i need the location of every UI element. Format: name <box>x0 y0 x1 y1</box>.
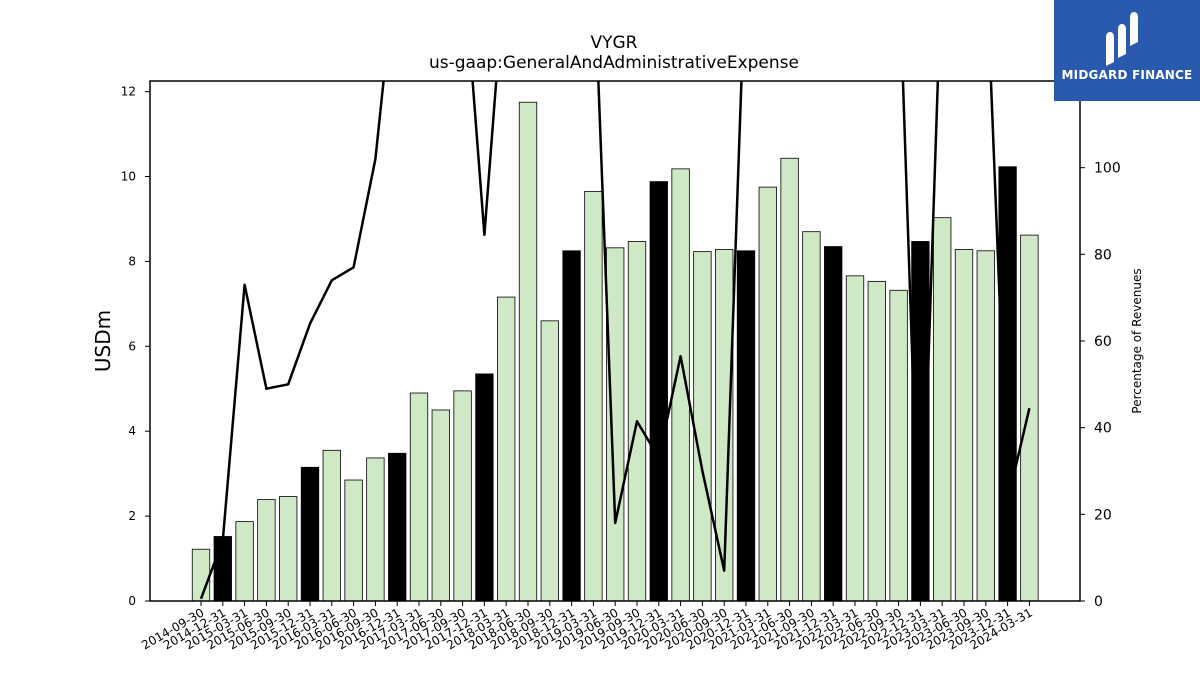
bar-2021-03-31 <box>758 186 777 602</box>
bar-2021-06-30 <box>780 157 799 602</box>
bar-2016-09-30 <box>366 457 385 602</box>
chart-title: VYGR <box>591 33 638 53</box>
y-left-tick-label: 12 <box>121 85 136 99</box>
y-axis-right: 0 20 40 60 80 100 <box>1080 161 1121 610</box>
midgard-logo-icon <box>1106 12 1138 66</box>
bar-2020-12-31 <box>736 250 756 602</box>
bar-2020-06-30 <box>693 251 712 602</box>
x-axis: 2014-09-302014-12-312015-03-312015-06-30… <box>139 601 1035 652</box>
bar-2019-12-31 <box>649 181 668 602</box>
bar-2022-09-30 <box>889 289 908 602</box>
y-left-tick-label: 0 <box>128 594 136 608</box>
chart-subtitle: us-gaap:GeneralAndAdministrativeExpense <box>429 53 799 73</box>
bar-2018-03-31 <box>497 296 516 602</box>
y-right-tick-label: 80 <box>1094 247 1112 263</box>
bar-2016-03-31 <box>322 449 341 602</box>
bar-2023-03-31 <box>933 217 952 602</box>
y-left-tick-label: 2 <box>128 509 136 523</box>
bar-2016-12-31 <box>388 452 407 602</box>
y-right-tick-label: 20 <box>1094 507 1112 523</box>
y-axis-right-label: Percentage of Revenues <box>1130 268 1144 413</box>
logo-text: MIDGARD FINANCE <box>1061 68 1193 82</box>
y-right-tick-label: 60 <box>1094 334 1112 350</box>
bar-2017-03-31 <box>409 392 429 602</box>
bar-2015-12-31 <box>300 466 320 602</box>
bar-2017-09-30 <box>453 390 472 602</box>
bar-2021-12-31 <box>824 246 843 602</box>
bar-2018-06-30 <box>518 101 538 602</box>
y-left-tick-label: 10 <box>121 170 136 184</box>
bar-2018-09-30 <box>540 320 559 602</box>
bar-2017-06-30 <box>431 409 450 602</box>
bar-2024-03-31 <box>1020 234 1039 602</box>
midgard-finance-logo: MIDGARD FINANCE <box>1054 0 1200 101</box>
bar-2018-12-31 <box>562 250 581 602</box>
bar-2019-03-31 <box>584 190 603 602</box>
bar-2023-12-31 <box>998 166 1017 602</box>
bar-2023-06-30 <box>954 249 974 602</box>
bar-2016-06-30 <box>344 479 363 602</box>
y-left-tick-label: 4 <box>128 424 136 438</box>
y-left-tick-label: 8 <box>128 254 136 268</box>
y-right-tick-label: 40 <box>1094 421 1112 437</box>
bar-2023-09-30 <box>976 250 995 602</box>
bar-2017-12-31 <box>475 373 494 602</box>
y-left-tick-label: 6 <box>128 339 136 353</box>
y-axis-left-label: USDm <box>91 310 115 372</box>
percentage-line <box>199 81 1031 601</box>
y-right-tick-label: 0 <box>1094 594 1103 610</box>
bar-2014-09-30 <box>191 548 211 602</box>
bar-2022-03-31 <box>845 275 865 602</box>
bar-2015-09-30 <box>279 496 298 602</box>
bar-2019-06-30 <box>606 247 625 602</box>
bar-2022-06-30 <box>867 280 886 602</box>
y-axis-left: 0 2 4 6 8 10 12 <box>121 85 150 608</box>
bar-2015-06-30 <box>257 499 276 602</box>
bar-2021-09-30 <box>802 231 821 602</box>
y-right-tick-label: 100 <box>1094 161 1121 177</box>
bar-2015-03-31 <box>235 521 254 602</box>
percentage-line-series <box>199 81 1031 601</box>
bar-2014-12-31 <box>213 536 232 602</box>
